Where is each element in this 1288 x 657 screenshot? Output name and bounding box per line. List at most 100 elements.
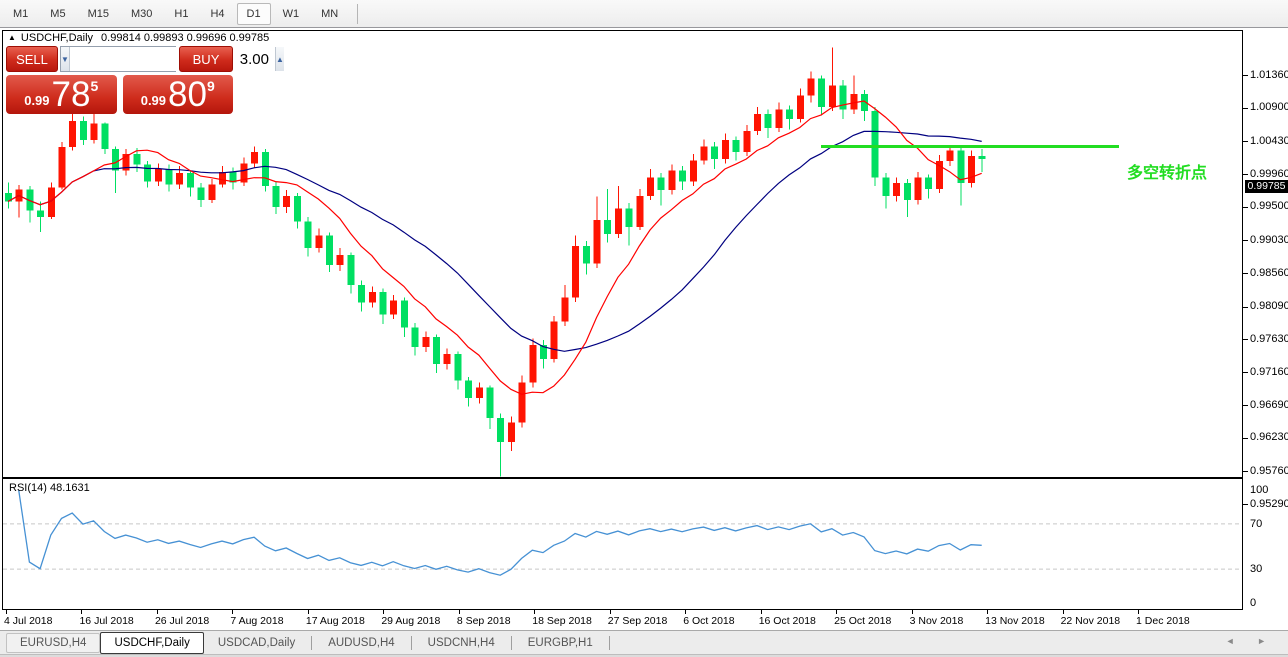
date-tick-label: 16 Jul 2018 (79, 615, 134, 627)
date-tick-label: 4 Jul 2018 (4, 615, 53, 627)
timeframe-button-h1[interactable]: H1 (174, 7, 189, 20)
price-tick-label: 0.99030 (1250, 233, 1288, 246)
date-tick-mark (534, 610, 535, 614)
tab-separator (311, 635, 313, 650)
date-tick-mark (1063, 610, 1064, 614)
price-tick-label: 0.99960 (1250, 167, 1288, 180)
date-tick-mark (6, 610, 7, 614)
price-tick-label: 1.01360 (1250, 68, 1288, 81)
rsi-panel[interactable]: RSI(14) 48.1631 (2, 478, 1243, 610)
date-tick-mark (836, 610, 837, 614)
chart-window: 多空转折点 ▲ USDCHF,Daily 0.99814 0.99893 0.996… (0, 29, 1288, 630)
price-tick-label: 1.00430 (1250, 134, 1288, 147)
rsi-tick-label: 0 (1250, 597, 1257, 609)
sell-price-main: 78 (51, 75, 91, 114)
timeframe-button-m15[interactable]: M15 (87, 7, 109, 20)
chart-tab-eurgbp-h1[interactable]: EURGBP,H1 (527, 636, 593, 649)
date-tick-label: 7 Aug 2018 (230, 615, 284, 627)
price-tick-label: 0.98090 (1250, 300, 1288, 313)
timeframe-button-m5[interactable]: M5 (50, 7, 66, 20)
timeframe-button-mn[interactable]: MN (321, 7, 339, 20)
timeframe-button-h4[interactable]: H4 (210, 7, 225, 20)
price-tick-mark (1243, 273, 1248, 274)
price-tick-label: 1.00900 (1250, 101, 1288, 114)
price-tick-mark (1243, 207, 1248, 208)
volume-increase-button[interactable]: ▲ (274, 47, 284, 71)
price-tick-mark (1243, 504, 1248, 505)
timeframe-button-m30[interactable]: M30 (130, 7, 153, 20)
chart-tab-usdcad-daily[interactable]: USDCAD,Daily (217, 636, 296, 649)
buy-button[interactable]: BUY (179, 46, 233, 72)
chart-tab-usdcnh-h4[interactable]: USDCNH,H4 (427, 636, 495, 649)
timeframe-button-w1[interactable]: W1 (282, 7, 300, 20)
price-tick-mark (1243, 471, 1248, 472)
ma-slow-line (7, 130, 982, 352)
volume-decrease-button[interactable]: ▼ (61, 47, 70, 71)
date-tick-label: 16 Oct 2018 (758, 615, 816, 627)
date-tick-mark (308, 610, 309, 614)
date-tick-mark (232, 610, 233, 614)
price-tick-label: 0.95760 (1250, 464, 1288, 477)
price-tick-label: 0.95290 (1250, 497, 1288, 510)
date-tick-label: 27 Sep 2018 (607, 615, 668, 627)
one-click-trade-panel: SELL ▼ ▲ BUY 0.99 78 5 0.99 80 9 (6, 46, 284, 114)
price-tick-mark (1243, 108, 1248, 109)
date-tick-mark (685, 610, 686, 614)
tab-separator (510, 635, 512, 650)
sell-price-button[interactable]: 0.99 78 5 (6, 75, 117, 114)
candlestick-chart[interactable] (3, 31, 1242, 477)
ma-fast-line (7, 100, 982, 395)
price-tick-mark (1243, 372, 1248, 373)
sell-price-base: 0.99 (24, 93, 50, 108)
chart-tab-audusd-h4[interactable]: AUDUSD,H4 (328, 636, 395, 649)
chart-tab-eurusd-h4[interactable]: EURUSD,H4 (6, 632, 101, 653)
rsi-indicator-label: RSI(14) 48.1631 (9, 482, 90, 494)
buy-price-sup: 9 (206, 77, 215, 94)
volume-input[interactable] (69, 47, 275, 71)
collapse-arrow-icon[interactable]: ▲ (8, 33, 16, 42)
current-price-badge: 0.99785 (1245, 180, 1288, 194)
buy-price-button[interactable]: 0.99 80 9 (122, 75, 233, 114)
annotation-text: 多空转折点 (1127, 165, 1208, 182)
chart-symbol-label: USDCHF,Daily (20, 32, 94, 44)
status-bar (0, 654, 1288, 657)
tab-separator (608, 635, 610, 650)
date-tick-label: 29 Aug 2018 (381, 615, 441, 627)
chart-tab-bar: EURUSD,H4 USDCHF,Daily USDCAD,Daily AUDUSD,… (0, 630, 1288, 654)
date-tick-label: 8 Sep 2018 (456, 615, 511, 627)
main-chart-area[interactable]: 多空转折点 (2, 30, 1243, 478)
sell-price-sup: 5 (90, 77, 99, 94)
price-tick-mark (1243, 141, 1248, 142)
date-tick-label: 25 Oct 2018 (834, 615, 892, 627)
timeframe-button-m1[interactable]: M1 (13, 7, 29, 20)
date-tick-label: 17 Aug 2018 (305, 615, 365, 627)
volume-stepper: ▼ ▲ (60, 46, 284, 72)
price-tick-label: 0.96690 (1250, 398, 1288, 411)
price-tick-mark (1243, 75, 1248, 76)
rsi-tick-label: 70 (1250, 517, 1263, 530)
tab-separator (410, 635, 412, 650)
price-tick-label: 0.97630 (1250, 332, 1288, 345)
chart-tab-usdchf-daily[interactable]: USDCHF,Daily (100, 631, 204, 654)
date-tick-mark (1138, 610, 1139, 614)
date-tick-label: 18 Sep 2018 (532, 615, 592, 627)
price-tick-mark (1243, 438, 1248, 439)
price-tick-label: 0.96230 (1250, 431, 1288, 444)
sell-button[interactable]: SELL (6, 46, 59, 72)
price-tick-label: 0.99500 (1250, 200, 1288, 213)
timeframe-button-d1[interactable]: D1 (236, 2, 271, 25)
rsi-tick-label: 30 (1250, 563, 1263, 576)
buy-price-base: 0.99 (140, 93, 167, 108)
buy-price-main: 80 (168, 75, 207, 114)
date-tick-label: 26 Jul 2018 (154, 615, 210, 627)
date-tick-label: 6 Oct 2018 (683, 615, 735, 627)
date-tick-mark (987, 610, 988, 614)
date-tick-label: 1 Dec 2018 (1136, 615, 1190, 627)
date-tick-label: 13 Nov 2018 (985, 615, 1045, 627)
chart-header: ▲ USDCHF,Daily 0.99814 0.99893 0.99696 0.9… (8, 32, 269, 44)
rsi-chart (3, 489, 1242, 576)
tab-scroll-arrows[interactable]: ◄ ► (1225, 636, 1276, 646)
date-tick-mark (610, 610, 611, 614)
rsi-tick-label: 100 (1250, 484, 1269, 496)
